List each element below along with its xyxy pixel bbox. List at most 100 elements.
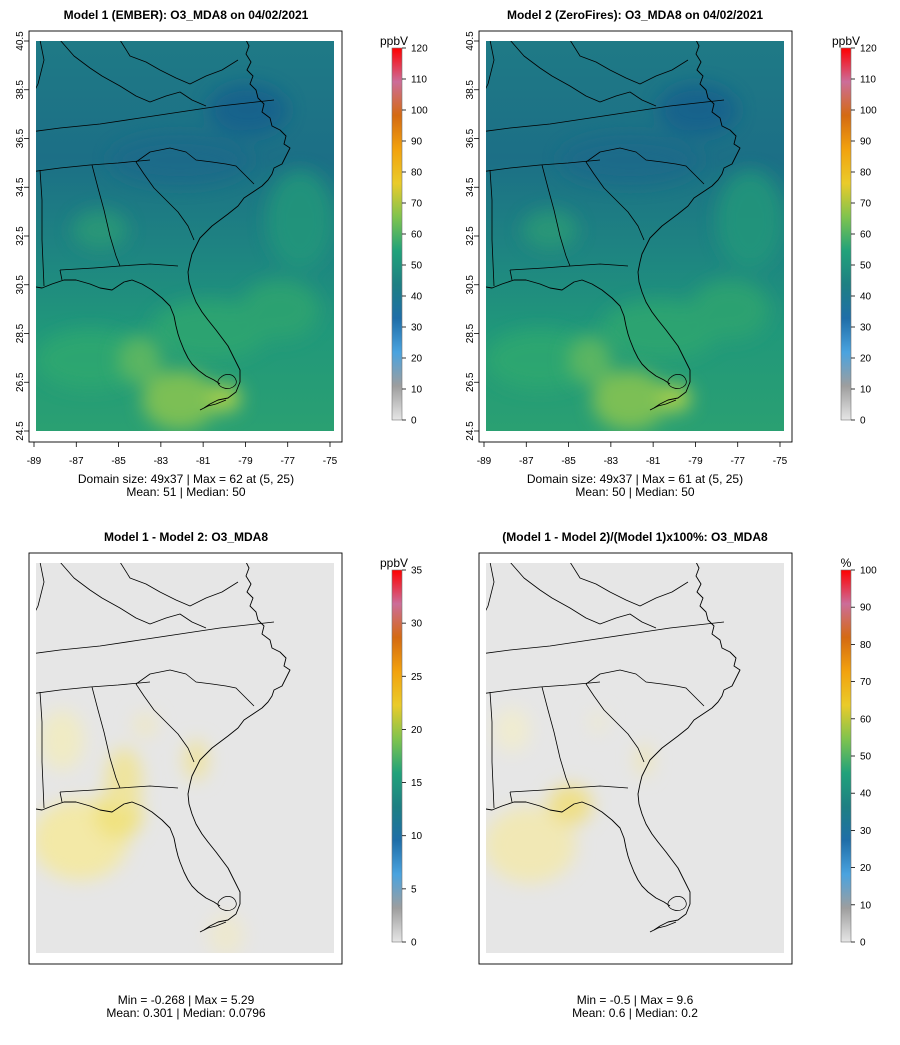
panel2-map [486,41,784,431]
colorbar-tick-label: 0 [411,416,417,427]
panel-model1: Model 1 (EMBER): O3_MDA8 on 04/02/2021 -… [15,8,428,499]
panel2-colorbar: ppbV 0 10 20 30 40 50 60 70 80 90 100 110 120 [832,34,877,427]
colorbar-tick-label: 70 [860,677,872,688]
panel3-stats-line2: Mean: 0.301 | Median: 0.0796 [106,1006,266,1020]
y-tick-label: 30.5 [15,275,26,295]
colorbar-tick-label: 40 [411,292,423,303]
colorbar-tick-label: 120 [411,44,428,55]
panel4-map [486,563,784,953]
panel3-stats-line1: Min = -0.268 | Max = 5.29 [118,993,255,1007]
panel3-title: Model 1 - Model 2: O3_MDA8 [104,530,268,544]
colorbar-tick-label: 50 [860,752,872,763]
panel1-colorbar: ppbV 0 10 20 30 40 50 60 70 80 90 100 110 120 [380,34,428,427]
colorbar-ramp [391,47,403,421]
panel2-title: Model 2 (ZeroFires): O3_MDA8 on 04/02/20… [507,8,763,22]
colorbar-tick-label: 0 [411,938,417,949]
panel1-stats-line1: Domain size: 49x37 | Max = 62 at (5, 25) [78,472,294,486]
colorbar-tick-label: 10 [860,900,872,911]
x-tick-label: -75 [323,456,338,467]
colorbar-tick-label: 20 [411,354,423,365]
panel4-frame [478,552,793,965]
colorbar-ramp [391,569,403,943]
colorbar-tick-label: 0 [860,416,866,427]
y-tick-label: 24.5 [15,421,26,441]
panel3-colorbar: ppbV 0 5 10 15 20 25 30 35 [380,556,423,949]
panel4-colorbar: % 0 10 20 30 40 50 60 70 80 90 100 [841,556,877,949]
x-tick-label: -87 [69,456,84,467]
colorbar-tick-label: 50 [860,261,872,272]
colorbar-tick-label: 30 [860,323,872,334]
colorbar-unit: ppbV [380,556,408,570]
panel1-frame [28,30,343,443]
colorbar-tick-label: 15 [411,778,423,789]
panel1-title: Model 1 (EMBER): O3_MDA8 on 04/02/2021 [64,8,309,22]
colorbar-tick-label: 50 [411,261,423,272]
colorbar-tick-label: 30 [411,323,423,334]
colorbar-tick-label: 100 [411,106,428,117]
x-tick-label: -79 [238,456,253,467]
colorbar-unit: ppbV [832,34,860,48]
colorbar-tick-label: 35 [411,566,423,577]
colorbar-ramp [840,47,852,421]
panel2-stats-line2: Mean: 50 | Median: 50 [575,485,695,499]
x-tick-label: -85 [111,456,126,467]
y-tick-label: 34.5 [15,177,26,197]
panel1-y-ticks: 24.5 26.5 28.5 30.5 32.5 34.5 36.5 38.5 40.5 [15,31,29,441]
colorbar-tick-label: 120 [860,44,877,55]
x-tick-label: -81 [196,456,211,467]
y-tick-label: 26.5 [15,372,26,392]
colorbar-tick-label: 20 [411,725,423,736]
x-tick-label: -77 [730,456,745,467]
y-tick-label: 28.5 [15,323,26,343]
colorbar-tick-label: 25 [411,672,423,683]
panel2-y-ticks: 24.5 26.5 28.5 30.5 32.5 34.5 36.5 38.5 40.5 [465,31,479,441]
x-tick-label: -85 [561,456,576,467]
y-tick-label: 36.5 [465,128,476,148]
colorbar-ramp [840,569,852,943]
colorbar-tick-label: 60 [411,230,423,241]
panel-percent-difference: (Model 1 - Model 2)/(Model 1)x100%: O3_M… [478,530,877,1020]
panel4-stats-line1: Min = -0.5 | Max = 9.6 [577,993,694,1007]
colorbar-tick-label: 10 [860,385,872,396]
y-tick-label: 40.5 [15,31,26,51]
x-tick-label: -83 [154,456,169,467]
panel-model2: Model 2 (ZeroFires): O3_MDA8 on 04/02/20… [465,8,877,499]
panel2-x-ticks: -89 -87 -85 -83 -81 -79 -77 -75 [477,442,788,467]
x-tick-label: -81 [646,456,661,467]
colorbar-tick-label: 90 [860,603,872,614]
panel4-stats-line2: Mean: 0.6 | Median: 0.2 [572,1006,698,1020]
colorbar-tick-label: 110 [860,75,876,86]
colorbar-tick-label: 80 [411,168,423,179]
colorbar-tick-label: 90 [860,137,872,148]
panel2-stats-line1: Domain size: 49x37 | Max = 61 at (5, 25) [527,472,743,486]
colorbar-tick-label: 30 [411,619,423,630]
x-tick-label: -77 [280,456,295,467]
colorbar-tick-label: 20 [860,863,872,874]
x-tick-label: -89 [27,456,42,467]
y-tick-label: 34.5 [465,177,476,197]
colorbar-tick-label: 10 [411,831,423,842]
y-tick-label: 32.5 [15,226,26,246]
x-tick-label: -75 [773,456,788,467]
panel3-frame [28,552,343,965]
colorbar-tick-label: 40 [860,789,872,800]
panel3-map [36,563,334,953]
y-tick-label: 32.5 [465,226,476,246]
colorbar-tick-label: 0 [860,938,866,949]
colorbar-tick-label: 10 [411,385,423,396]
colorbar-tick-label: 70 [860,199,872,210]
y-tick-label: 36.5 [15,128,26,148]
colorbar-unit: ppbV [380,34,408,48]
x-tick-label: -79 [688,456,703,467]
panel1-map [36,41,334,431]
panel-difference: Model 1 - Model 2: O3_MDA8 Min = -0.268 … [28,530,423,1020]
colorbar-tick-label: 80 [860,168,872,179]
colorbar-tick-label: 60 [860,230,872,241]
colorbar-tick-label: 5 [411,884,417,895]
colorbar-tick-label: 20 [860,354,872,365]
x-tick-label: -83 [604,456,619,467]
panel1-x-ticks: -89 -87 -85 -83 -81 -79 -77 -75 [27,442,338,467]
y-tick-label: 30.5 [465,275,476,295]
y-tick-label: 38.5 [15,80,26,100]
